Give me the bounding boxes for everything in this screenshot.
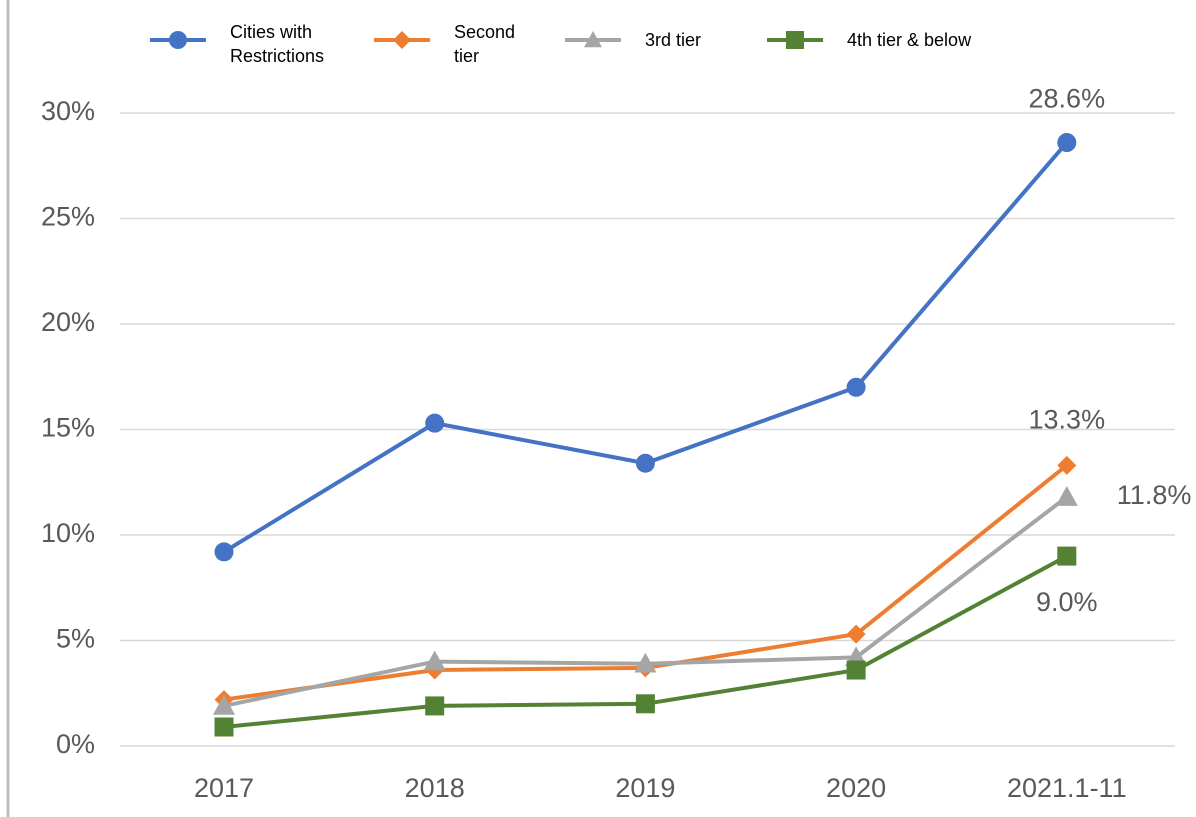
legend-label: Second tier: [454, 22, 516, 66]
marker: [169, 31, 187, 49]
marker: [423, 650, 446, 671]
marker: [214, 717, 234, 737]
y-tick-label: 30%: [41, 96, 95, 126]
x-tick-label: 2018: [405, 773, 465, 803]
marker: [393, 31, 411, 49]
legend-item: Second tier: [372, 20, 534, 68]
marker: [213, 694, 235, 715]
y-tick-label: 0%: [56, 729, 95, 759]
legend-item: 3rd tier: [563, 20, 735, 60]
y-tick-label: 10%: [41, 518, 95, 548]
marker: [635, 453, 655, 473]
legend-swatch: [150, 31, 206, 49]
data-label: 11.8%: [1117, 480, 1192, 510]
marker: [425, 696, 445, 716]
marker: [1057, 133, 1077, 153]
x-tick-label: 2017: [194, 773, 254, 803]
legend-swatch: [374, 31, 430, 49]
marker: [1057, 455, 1077, 475]
data-label: 28.6%: [1029, 84, 1106, 114]
marker: [846, 660, 866, 680]
marker: [584, 31, 602, 48]
legend-item: Cities with Restrictions: [148, 20, 350, 68]
marker: [635, 694, 655, 714]
y-tick-label: 20%: [41, 307, 95, 337]
legend-label: 3rd tier: [645, 30, 702, 50]
legend-label: 4th tier & below: [847, 30, 972, 50]
marker: [634, 652, 657, 673]
marker: [1057, 546, 1077, 566]
y-tick-label: 25%: [41, 202, 95, 232]
x-tick-label: 2019: [615, 773, 675, 803]
marker: [786, 31, 804, 49]
data-label: 13.3%: [1029, 404, 1106, 434]
x-tick-label: 2020: [826, 773, 886, 803]
legend-swatch: [565, 31, 621, 48]
x-tick-label: 2021.1-11: [1007, 773, 1127, 803]
legend-label: Cities with Restrictions: [230, 22, 325, 66]
y-tick-label: 15%: [41, 413, 95, 443]
legend-swatch: [767, 31, 823, 49]
legend-item: 4th tier & below: [765, 20, 1017, 60]
marker: [425, 413, 445, 433]
marker: [1055, 486, 1078, 506]
marker: [214, 542, 234, 562]
marker: [846, 377, 866, 397]
series-line: [222, 141, 1069, 554]
y-tick-label: 5%: [56, 624, 95, 654]
marker: [846, 624, 866, 644]
data-label: 9.0%: [1036, 587, 1098, 617]
